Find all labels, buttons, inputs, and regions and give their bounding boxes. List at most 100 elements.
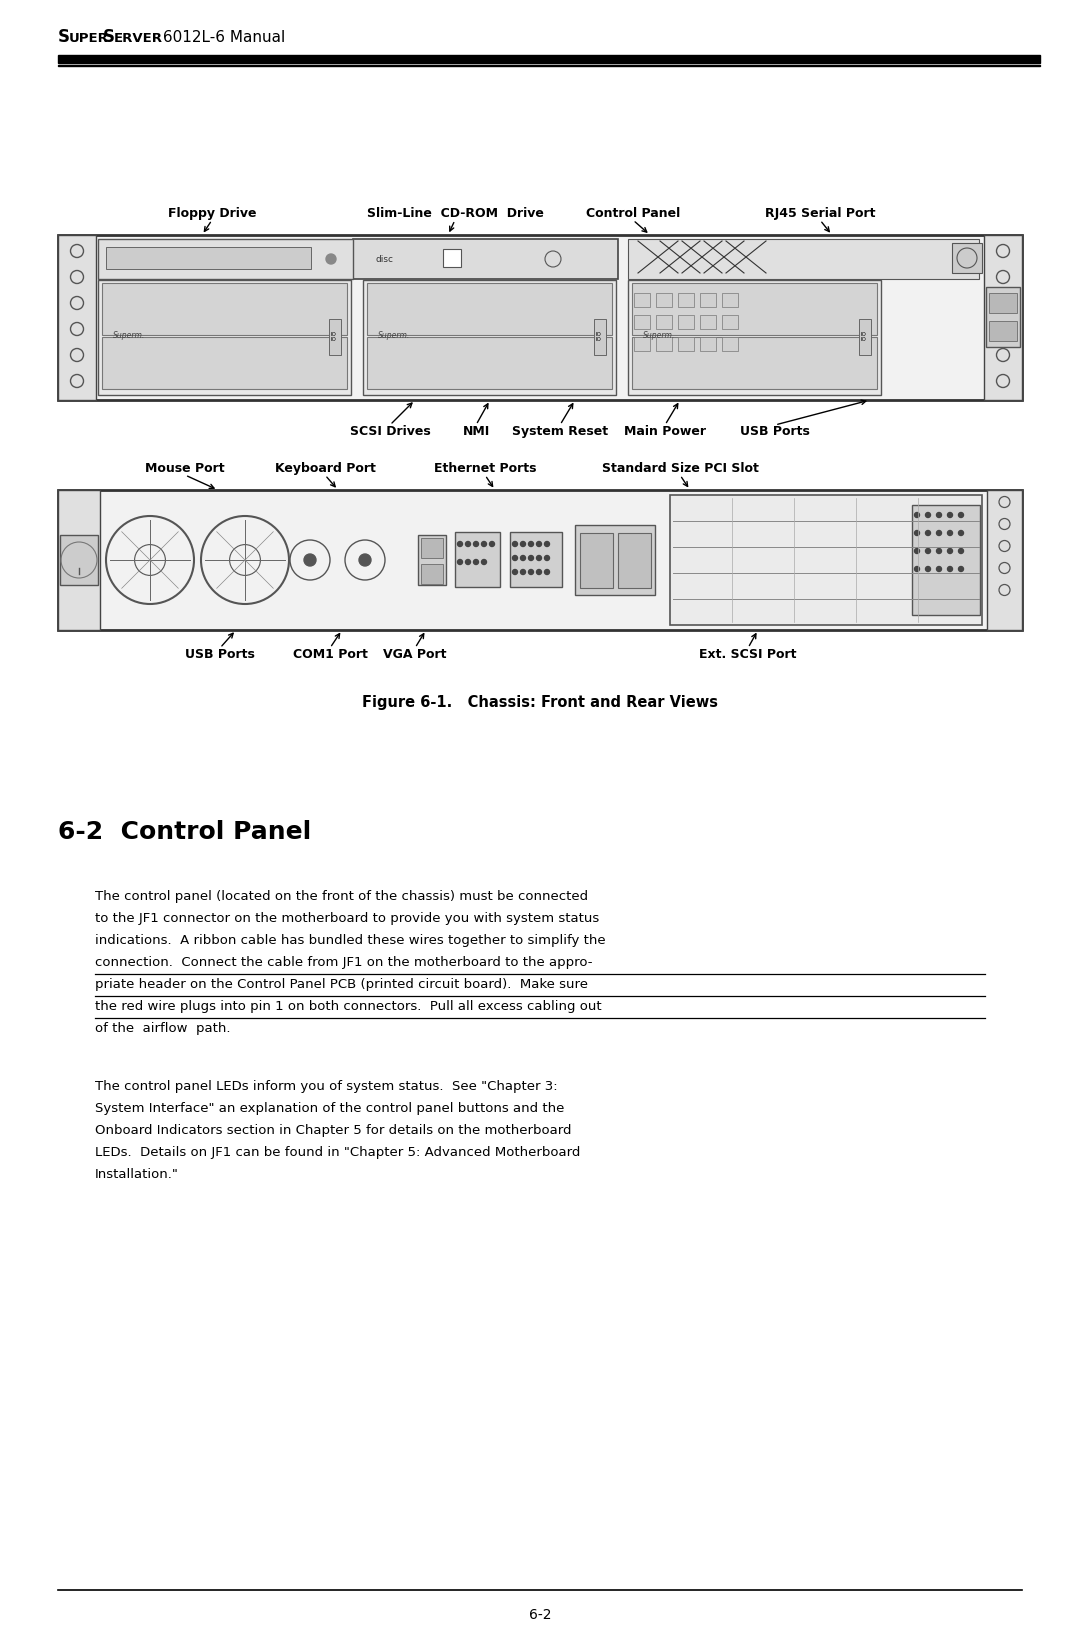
Circle shape bbox=[482, 542, 486, 547]
Text: RJ45 Serial Port: RJ45 Serial Port bbox=[765, 208, 875, 219]
Circle shape bbox=[528, 570, 534, 575]
Circle shape bbox=[959, 567, 963, 572]
Text: connection.  Connect the cable from JF1 on the motherboard to the appro-: connection. Connect the cable from JF1 o… bbox=[95, 956, 593, 969]
Circle shape bbox=[926, 513, 931, 517]
Circle shape bbox=[537, 542, 541, 547]
Text: ERVER: ERVER bbox=[114, 31, 163, 44]
Bar bbox=[634, 315, 650, 330]
Circle shape bbox=[303, 554, 316, 565]
Bar bbox=[678, 293, 694, 307]
Text: IO
IO: IO IO bbox=[860, 331, 866, 343]
Text: Control Panel: Control Panel bbox=[585, 208, 680, 219]
Circle shape bbox=[473, 560, 478, 565]
Circle shape bbox=[458, 560, 462, 565]
Bar bbox=[58, 54, 1040, 63]
Circle shape bbox=[521, 570, 526, 575]
Bar bbox=[634, 336, 650, 351]
Bar bbox=[58, 489, 1022, 630]
Bar bbox=[102, 283, 347, 335]
Circle shape bbox=[528, 555, 534, 560]
Bar bbox=[700, 293, 716, 307]
Bar bbox=[575, 526, 654, 595]
Circle shape bbox=[926, 549, 931, 554]
Bar bbox=[102, 336, 347, 389]
Text: IO
IO: IO IO bbox=[330, 331, 336, 343]
Text: The control panel LEDs inform you of system status.  See "Chapter 3:: The control panel LEDs inform you of sys… bbox=[95, 1079, 557, 1093]
Bar bbox=[989, 321, 1017, 341]
Circle shape bbox=[936, 531, 942, 536]
Bar bbox=[656, 336, 672, 351]
Text: SCSI Drives: SCSI Drives bbox=[350, 425, 430, 438]
Text: 6012L-6 Manual: 6012L-6 Manual bbox=[158, 30, 285, 44]
Bar bbox=[510, 532, 562, 587]
Circle shape bbox=[947, 549, 953, 554]
Text: to the JF1 connector on the motherboard to provide you with system status: to the JF1 connector on the motherboard … bbox=[95, 911, 599, 925]
Bar bbox=[363, 280, 616, 396]
Circle shape bbox=[359, 554, 372, 565]
Circle shape bbox=[959, 549, 963, 554]
Bar bbox=[367, 336, 612, 389]
Text: Floppy Drive: Floppy Drive bbox=[167, 208, 256, 219]
Circle shape bbox=[915, 513, 919, 517]
Text: Ext. SCSI Port: Ext. SCSI Port bbox=[699, 648, 797, 661]
Bar bbox=[443, 249, 461, 267]
Bar bbox=[618, 532, 651, 588]
Bar bbox=[986, 287, 1020, 348]
Circle shape bbox=[458, 542, 462, 547]
Circle shape bbox=[537, 555, 541, 560]
Text: indications.  A ribbon cable has bundled these wires together to simplify the: indications. A ribbon cable has bundled … bbox=[95, 934, 606, 948]
Circle shape bbox=[513, 570, 517, 575]
Text: Installation.": Installation." bbox=[95, 1168, 179, 1182]
Circle shape bbox=[959, 531, 963, 536]
Bar bbox=[984, 236, 1022, 400]
Text: LEDs.  Details on JF1 can be found in "Chapter 5: Advanced Motherboard: LEDs. Details on JF1 can be found in "Ch… bbox=[95, 1145, 580, 1159]
Bar bbox=[632, 283, 877, 335]
Text: the red wire plugs into pin 1 on both connectors.  Pull all excess cabling out: the red wire plugs into pin 1 on both co… bbox=[95, 1000, 602, 1014]
Text: USB Ports: USB Ports bbox=[185, 648, 255, 661]
Circle shape bbox=[326, 254, 336, 264]
Bar bbox=[627, 280, 881, 396]
Text: NMI: NMI bbox=[462, 425, 489, 438]
Bar bbox=[723, 336, 738, 351]
Text: The control panel (located on the front of the chassis) must be connected: The control panel (located on the front … bbox=[95, 890, 589, 903]
Circle shape bbox=[489, 542, 495, 547]
Bar bbox=[670, 494, 982, 625]
Bar bbox=[60, 536, 98, 585]
Bar bbox=[418, 536, 446, 585]
Text: COM1 Port: COM1 Port bbox=[293, 648, 367, 661]
Circle shape bbox=[936, 549, 942, 554]
Text: UPER: UPER bbox=[69, 31, 109, 44]
Circle shape bbox=[544, 555, 550, 560]
Circle shape bbox=[482, 560, 486, 565]
Bar bbox=[656, 293, 672, 307]
Circle shape bbox=[947, 531, 953, 536]
Text: Keyboard Port: Keyboard Port bbox=[274, 461, 376, 475]
Circle shape bbox=[544, 542, 550, 547]
Text: Onboard Indicators section in Chapter 5 for details on the motherboard: Onboard Indicators section in Chapter 5 … bbox=[95, 1124, 571, 1137]
Circle shape bbox=[915, 549, 919, 554]
Circle shape bbox=[926, 531, 931, 536]
Text: disc: disc bbox=[375, 254, 393, 264]
Circle shape bbox=[473, 542, 478, 547]
Bar bbox=[329, 320, 341, 354]
Text: Standard Size PCI Slot: Standard Size PCI Slot bbox=[602, 461, 758, 475]
Bar bbox=[987, 489, 1022, 630]
Bar bbox=[98, 280, 351, 396]
Text: VGA Port: VGA Port bbox=[383, 648, 447, 661]
Text: S: S bbox=[58, 28, 70, 46]
Bar bbox=[594, 320, 606, 354]
Bar bbox=[455, 532, 500, 587]
Text: 6-2: 6-2 bbox=[529, 1608, 551, 1622]
Circle shape bbox=[521, 555, 526, 560]
Bar bbox=[989, 293, 1017, 313]
Bar bbox=[723, 293, 738, 307]
Text: IO
IO: IO IO bbox=[595, 331, 600, 343]
Text: priate header on the Control Panel PCB (printed circuit board).  Make sure: priate header on the Control Panel PCB (… bbox=[95, 977, 588, 990]
Circle shape bbox=[537, 570, 541, 575]
Circle shape bbox=[947, 513, 953, 517]
Bar bbox=[98, 239, 353, 279]
Text: USB Ports: USB Ports bbox=[740, 425, 810, 438]
Text: Main Power: Main Power bbox=[624, 425, 706, 438]
Text: Superm.: Superm. bbox=[113, 331, 145, 339]
Circle shape bbox=[513, 542, 517, 547]
